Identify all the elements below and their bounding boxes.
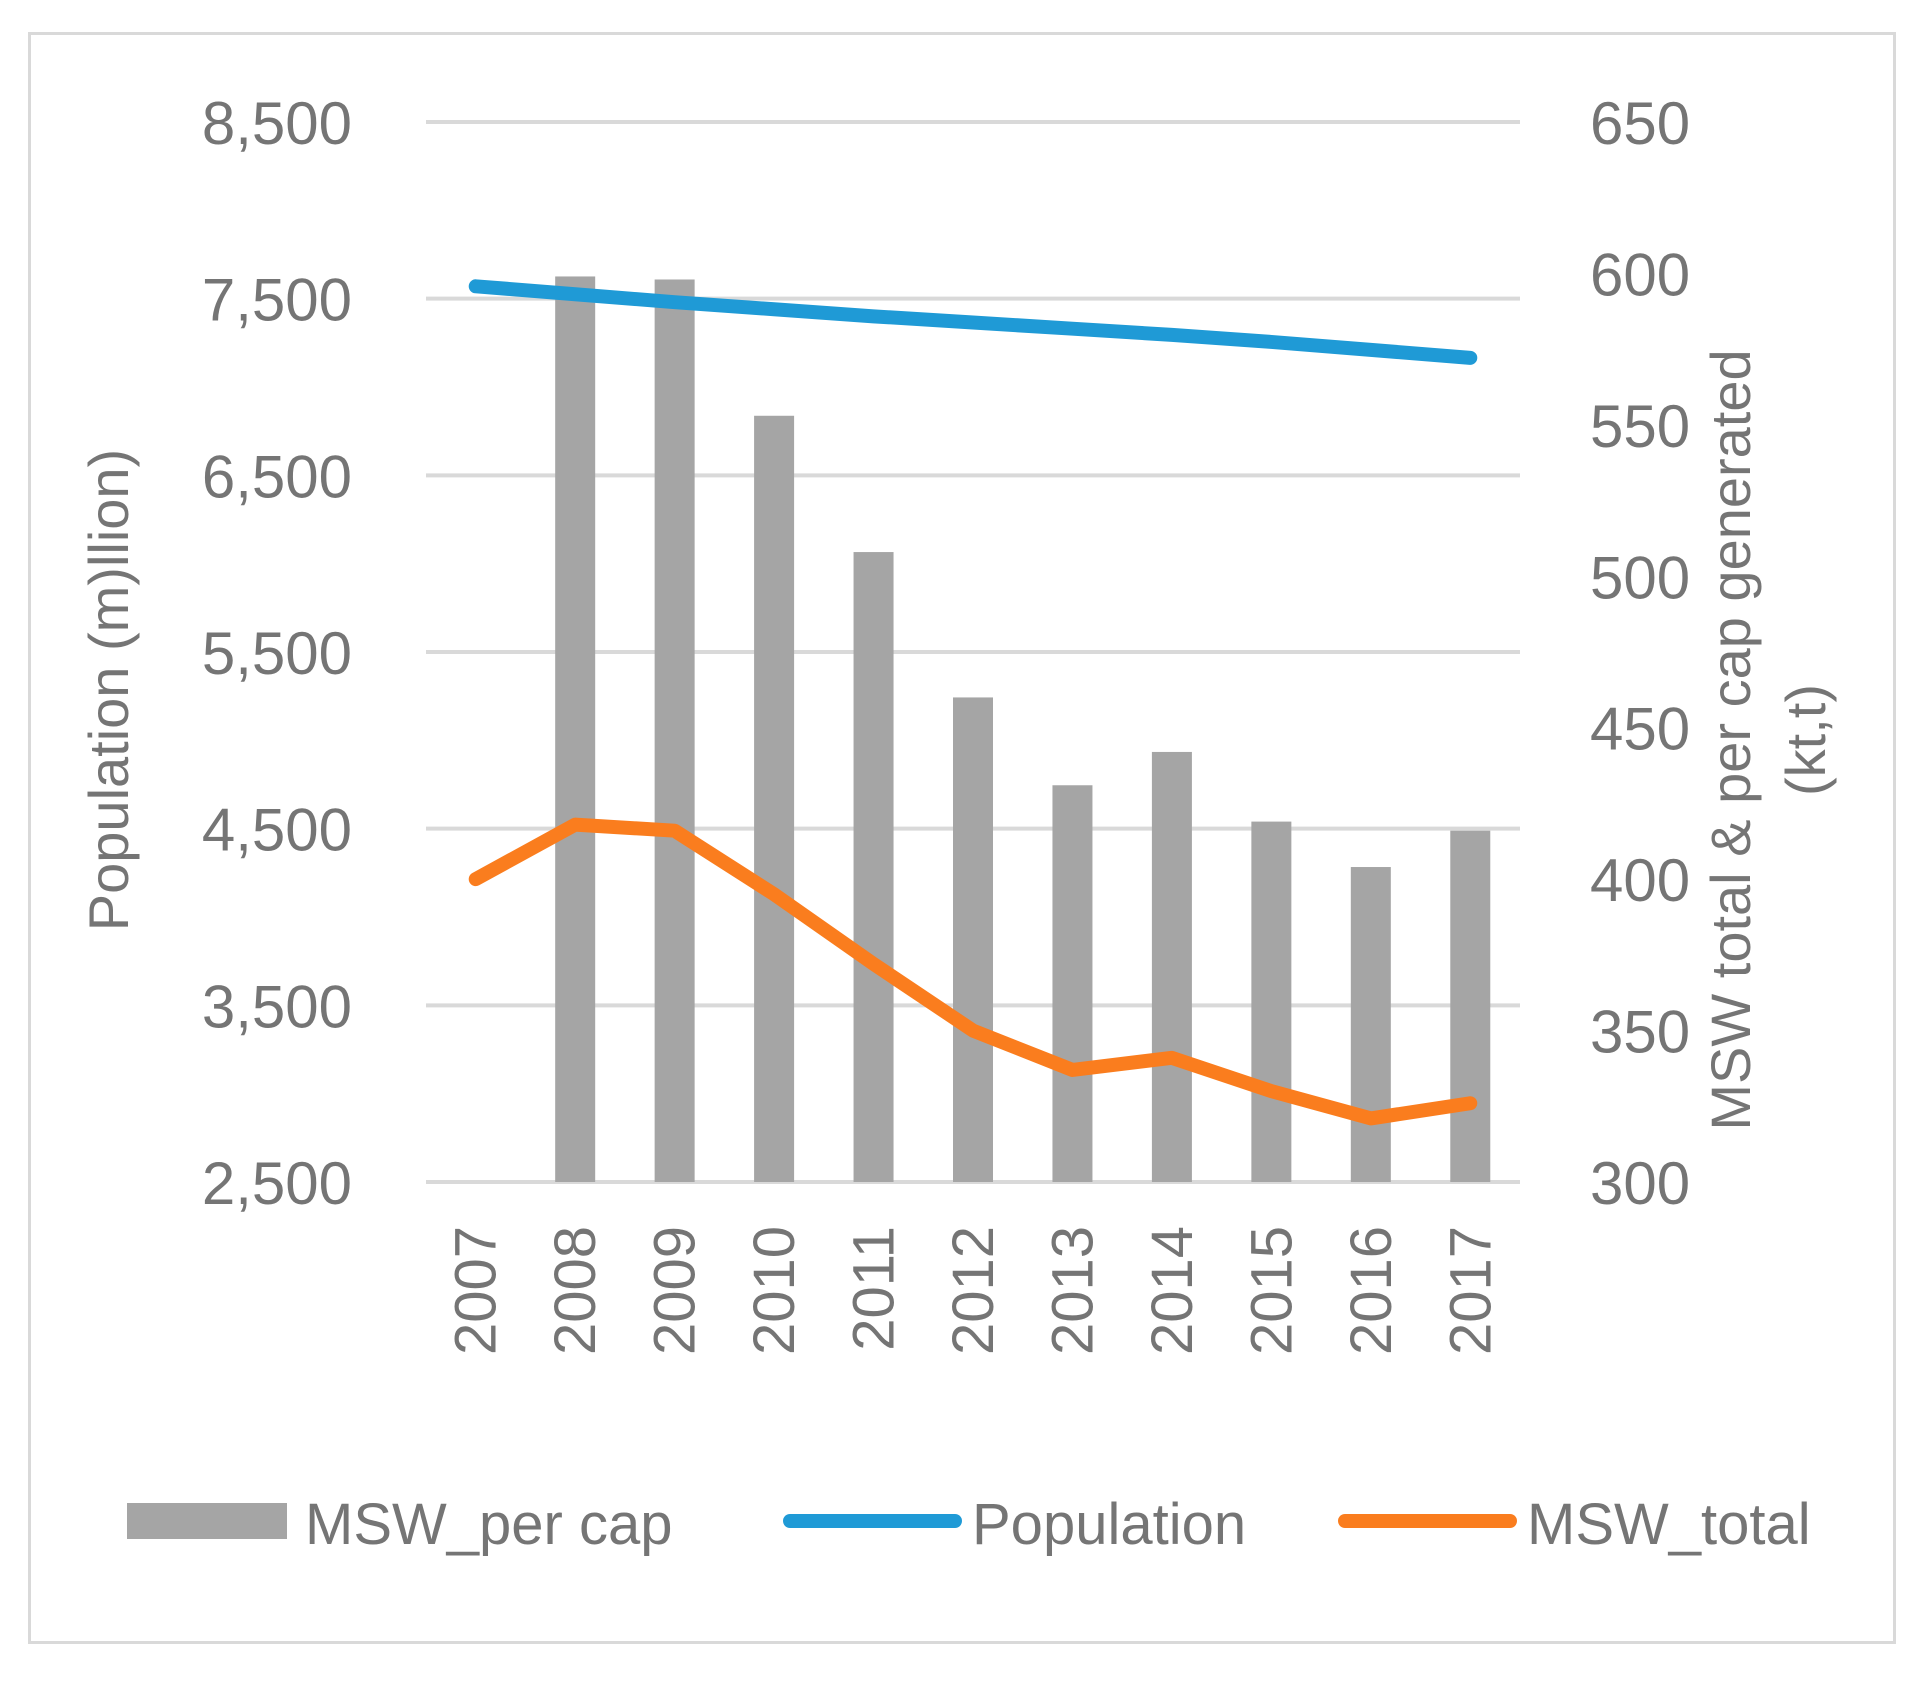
line-msw-total [468,817,1478,1126]
right-tick-label: 500 [1590,544,1690,611]
right-axis-label-line2: (kt,t) [1774,684,1837,796]
right-tick-label: 600 [1590,241,1690,308]
x-tick-label: 2011 [842,1226,907,1351]
bar-msw-per-cap [953,697,993,1182]
legend: MSW_per cap Population MSW_total [127,1492,1811,1557]
bar-series-msw-per-cap [555,276,1491,1182]
x-tick-label: 2016 [1339,1226,1404,1355]
line-population [468,279,1478,365]
bar-msw-per-cap [1350,867,1391,1182]
legend-label-msw-per-cap: MSW_per cap [305,1492,672,1557]
bar-msw-per-cap [754,415,795,1182]
x-tick-label: 2008 [543,1226,608,1355]
bar-msw-per-cap [555,276,596,1182]
left-tick-label: 8,500 [202,90,352,157]
right-tick-label: 650 [1590,90,1690,157]
x-tick-label: 2012 [941,1226,1006,1355]
legend-label-msw-total: MSW_total [1527,1492,1811,1557]
legend-swatch-msw-per-cap [127,1503,287,1539]
right-axis-label-line1: MSW total & per cap generated [1699,349,1762,1130]
line-series [468,279,1478,1126]
right-axis-ticks: 650 600 550 500 450 400 350 300 [1590,90,1690,1217]
x-tick-label: 2017 [1438,1226,1503,1355]
x-tick-label: 2013 [1040,1226,1105,1355]
left-tick-label: 4,500 [202,797,352,864]
bar-msw-per-cap [1151,751,1192,1182]
right-tick-label: 300 [1590,1150,1690,1217]
legend-label-population: Population [972,1492,1246,1557]
left-tick-label: 2,500 [202,1150,352,1217]
left-tick-label: 6,500 [202,443,352,510]
left-axis-label: Population (m)llion) [77,449,140,931]
x-tick-label: 2014 [1140,1226,1205,1355]
x-tick-label: 2009 [643,1226,708,1355]
bar-msw-per-cap [654,279,695,1182]
right-tick-label: 350 [1590,999,1690,1066]
x-axis-ticks: 2007 2008 2009 2010 2011 2012 2013 2014 2015 2016… [444,1226,1504,1355]
left-tick-label: 7,500 [202,267,352,334]
x-tick-label: 2010 [742,1226,807,1355]
right-tick-label: 450 [1590,696,1690,763]
left-tick-label: 5,500 [202,620,352,687]
bar-msw-per-cap [1052,785,1093,1182]
left-axis-ticks: 8,500 7,500 6,500 5,500 4,500 3,500 2,500 [202,90,352,1217]
left-tick-label: 3,500 [202,973,352,1040]
x-tick-label: 2015 [1239,1226,1304,1355]
right-tick-label: 550 [1590,393,1690,460]
bar-msw-per-cap [1251,821,1292,1182]
x-tick-label: 2007 [444,1226,509,1355]
right-tick-label: 400 [1590,847,1690,914]
bar-msw-per-cap [853,552,894,1182]
bar-msw-per-cap [1450,830,1491,1182]
